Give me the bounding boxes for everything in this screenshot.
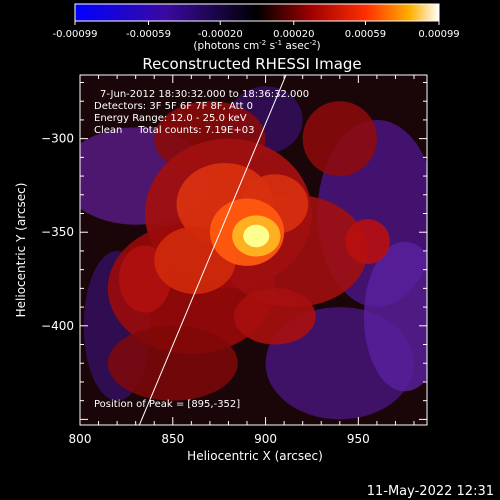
annotation-detectors: Detectors: 3F 5F 6F 7F 8F, Att 0 [94,101,253,112]
colorbar [74,3,440,22]
colorbar-tick-label: -0.00059 [126,29,171,40]
colorbar-tick-label: -0.00099 [53,29,98,40]
heatmap-blob [363,241,427,392]
y-tick-label: −300 [41,132,74,146]
y-tick-label: −400 [41,319,74,333]
heatmap-blob [107,325,238,401]
colorbar-label: (photons cm-2 s-1 asec-2) [193,39,320,52]
plot-frame [79,74,428,426]
peak-label: Position of Peak = [895,-352] [94,399,240,410]
colorbar-tick-label: 0.00059 [345,29,386,40]
annotation-counts: Clean Total counts: 7.19E+03 [94,125,254,136]
heatmap-blob [302,101,377,177]
colorbar-tick-label: -0.00020 [198,29,243,40]
heatmap-blobs [80,86,427,420]
colorbar-tick-label: 0.00099 [418,29,459,40]
x-tick-label: 900 [254,432,277,446]
timestamp: 11-May-2022 12:31 [367,484,494,499]
colorbar-ticks: -0.00099 -0.00059 -0.00020 0.00020 0.00059 0.… [53,21,460,40]
x-tick-label: 800 [69,432,92,446]
heatmap-blob [234,288,316,345]
annotation-time: 7-Jun-2012 18:30:32.000 to 18:36:32.000 [100,89,309,100]
annotation-energy: Energy Range: 12.0 - 25.0 keV [94,113,247,124]
y-tick-label: −350 [41,225,74,239]
colorbar-tick-label: 0.00020 [273,29,314,40]
heatmap-blob [345,219,390,265]
heatmap-blob [243,224,270,248]
y-axis-label: Heliocentric Y (arcsec) [14,183,28,318]
x-tick-label: 850 [161,432,184,446]
x-tick-label: 950 [347,432,370,446]
limb-line [138,75,287,425]
x-axis-label: Heliocentric X (arcsec) [187,449,323,463]
chart-title: Reconstructed RHESSI Image [142,55,361,73]
axis-ticks: 800 850 900 950 −300 −350 −400 [41,75,427,446]
